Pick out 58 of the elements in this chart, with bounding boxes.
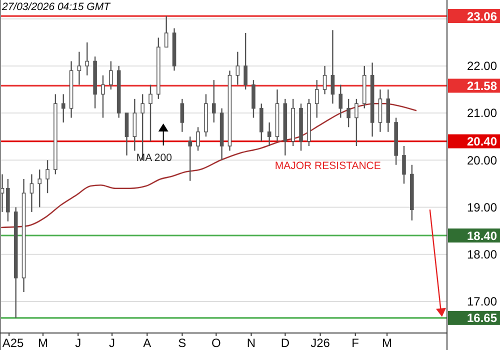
x-tick-label: A <box>143 336 152 350</box>
candlestick <box>46 160 50 194</box>
candlestick <box>101 74 105 118</box>
candlestick <box>180 98 184 132</box>
candlestick <box>244 32 248 90</box>
candlestick <box>402 145 406 184</box>
candlestick <box>132 98 137 152</box>
candlestick <box>212 79 216 124</box>
candlestick <box>77 51 82 86</box>
y-tick-label: 17.00 <box>466 294 498 309</box>
candlestick <box>260 103 264 142</box>
x-tick-label: J26 <box>310 336 330 350</box>
candlestick <box>148 84 152 142</box>
ref-line-label: 23.06 <box>466 9 498 24</box>
candlestick <box>267 122 272 147</box>
candlestick <box>252 79 256 118</box>
candlestick <box>330 30 335 104</box>
candlestick <box>322 65 327 95</box>
candlestick <box>338 84 343 118</box>
x-tick-label: J <box>75 336 82 350</box>
y-tick-label: 18.00 <box>466 248 498 262</box>
x-tick-label: J <box>109 336 116 350</box>
candlestick <box>85 42 90 76</box>
y-tick-label: 22.00 <box>466 59 498 74</box>
annotation: MAJOR RESISTANCE <box>274 160 381 172</box>
ref-line-label: 20.40 <box>466 134 498 149</box>
candlestick <box>124 112 129 156</box>
candlestick <box>188 136 192 182</box>
y-tick-label: 20.00 <box>466 153 498 168</box>
candlestick <box>314 79 319 118</box>
x-tick-label: D <box>280 336 290 350</box>
candlestick <box>164 15 168 48</box>
candlestick <box>196 126 200 152</box>
ref-line-label: 21.58 <box>466 79 498 94</box>
series-label: MA 200 <box>136 152 172 164</box>
candlestick <box>6 178 10 222</box>
line-series <box>0 102 418 228</box>
x-tick-label: A25 <box>2 336 24 350</box>
x-tick-label: N <box>246 336 256 350</box>
x-tick-label: O <box>211 336 221 350</box>
x-tick-label: S <box>178 336 186 350</box>
candlestick <box>354 98 358 147</box>
x-tick-label: F <box>352 336 360 350</box>
candlestick <box>236 51 240 86</box>
x-tick-label: M <box>38 336 48 350</box>
candlestick <box>38 168 42 208</box>
candlestick <box>346 98 350 128</box>
candlestick <box>61 94 66 124</box>
ref-line-label: 18.40 <box>466 228 498 243</box>
y-tick-label: 19.00 <box>466 200 498 214</box>
candlestick <box>378 88 382 132</box>
candlestick <box>30 174 34 213</box>
x-tick-label: M <box>382 336 392 350</box>
candlestick <box>109 60 113 90</box>
ref-line-label: 16.65 <box>466 311 498 326</box>
candlestick <box>386 88 390 132</box>
chart-title: 27/03/2026 04:15 GMT <box>1 1 112 13</box>
y-tick-label: 21.00 <box>466 106 498 120</box>
